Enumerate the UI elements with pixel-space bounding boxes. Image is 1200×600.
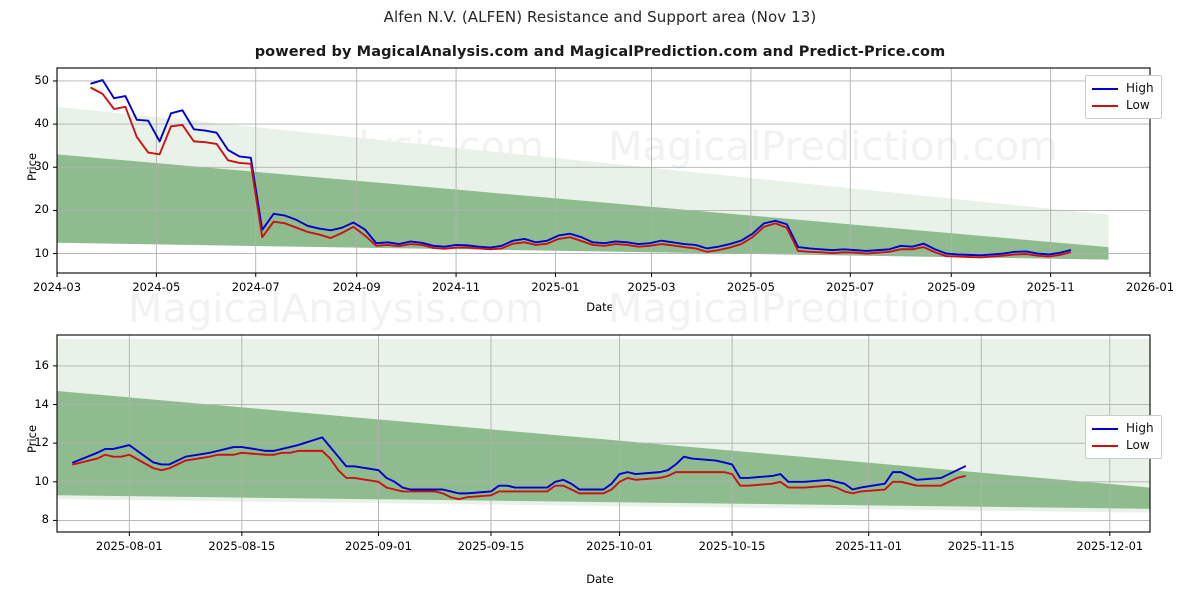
top-panel-x-axis-label: Date (586, 300, 614, 314)
series-line-low (72, 449, 967, 501)
x-tick-label: 2024-11 (432, 280, 481, 294)
legend-label-high: High (1126, 421, 1154, 435)
legend-entry-low: Low (1092, 97, 1154, 114)
legend-label-low: Low (1126, 98, 1150, 112)
x-tick-label: 2025-05 (726, 280, 775, 294)
y-tick-label: 8 (41, 512, 49, 527)
legend-line-high-icon (1092, 427, 1118, 430)
y-tick-label: 12 (34, 435, 49, 450)
x-tick-label: 2025-09-01 (345, 539, 412, 553)
y-tick-label: 20 (34, 202, 49, 217)
x-tick-label: 2025-08-01 (95, 539, 163, 553)
x-tick-label: 2024-03 (32, 280, 82, 294)
y-tick-label: 30 (34, 159, 49, 174)
series-line-high (90, 79, 1072, 257)
legend-line-high-icon (1092, 87, 1118, 90)
x-tick-label: 2024-07 (231, 280, 280, 294)
band-inner-resistance-support (57, 391, 1150, 509)
x-tick-label: 2025-11 (1026, 280, 1075, 294)
x-tick-label: 2025-01 (531, 280, 580, 294)
bottom-panel-legend[interactable]: High Low (1085, 415, 1162, 459)
band-inner-resistance-support (57, 154, 1109, 260)
legend-line-low-icon (1092, 444, 1118, 447)
legend-line-low-icon (1092, 104, 1118, 107)
top-panel-plot (53, 67, 1151, 277)
legend-label-high: High (1126, 81, 1154, 95)
series-line-low (90, 86, 1072, 259)
bottom-panel-x-axis-label: Date (586, 572, 614, 586)
x-tick-label: 2025-10-01 (586, 539, 653, 553)
x-tick-label: 2025-08-15 (208, 539, 276, 553)
x-tick-label: 2025-10-15 (698, 539, 766, 553)
x-tick-label: 2024-09 (332, 280, 381, 294)
x-tick-label: 2025-11-01 (835, 539, 903, 553)
legend-entry-high: High (1092, 420, 1154, 437)
y-tick-label: 14 (34, 396, 49, 411)
x-tick-label: 2025-11-15 (947, 539, 1015, 553)
series-line-high (72, 436, 967, 495)
y-tick-label: 10 (34, 245, 49, 260)
x-tick-label: 2024-05 (132, 280, 181, 294)
page-title: Alfen N.V. (ALFEN) Resistance and Suppor… (383, 8, 817, 26)
legend-label-low: Low (1126, 438, 1150, 452)
x-tick-label: 2025-09 (927, 280, 976, 294)
bottom-panel-plot (53, 334, 1151, 536)
y-tick-label: 40 (34, 116, 49, 131)
chart-subtitle: powered by MagicalAnalysis.com and Magic… (254, 44, 946, 60)
x-tick-label: 2025-12-01 (1076, 539, 1144, 553)
x-tick-label: 2025-07 (826, 280, 875, 294)
top-panel-legend[interactable]: High Low (1085, 75, 1162, 119)
x-tick-label: 2026-01 (1125, 280, 1175, 294)
y-tick-label: 16 (34, 357, 49, 372)
legend-entry-high: High (1092, 80, 1154, 97)
y-tick-label: 10 (34, 473, 49, 488)
x-tick-label: 2025-03 (627, 280, 676, 294)
x-tick-label: 2025-09-15 (457, 539, 525, 553)
y-tick-label: 50 (34, 72, 49, 87)
plot-frame (56, 67, 1151, 274)
legend-entry-low: Low (1092, 437, 1154, 454)
